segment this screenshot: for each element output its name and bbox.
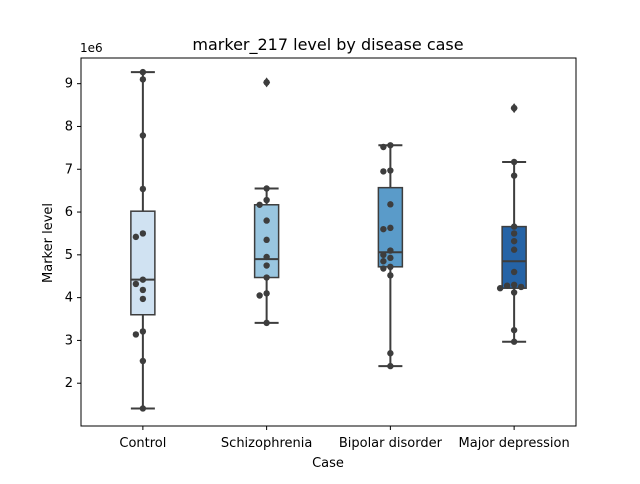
- swarm-point: [387, 263, 394, 271]
- y-tick-label: 3: [65, 333, 73, 348]
- swarm-point: [139, 276, 147, 283]
- swarm-point: [387, 167, 394, 174]
- swarm-point: [510, 338, 518, 345]
- swarm-point: [380, 225, 387, 233]
- swarm-point: [380, 265, 387, 272]
- swarm-point: [380, 143, 387, 151]
- swarm-point: [510, 237, 518, 245]
- swarm-point: [139, 328, 147, 335]
- swarm-point: [263, 319, 270, 327]
- swarm-point: [263, 185, 270, 192]
- box-group-3: [501, 103, 527, 343]
- y-tick-label: 9: [65, 77, 73, 92]
- y-tick-label: 7: [65, 162, 73, 177]
- y-tick-label: 5: [65, 248, 73, 263]
- swarm-point: [380, 258, 387, 265]
- swarm-point: [380, 168, 387, 175]
- y-tick-label: 8: [65, 119, 73, 134]
- swarm-point: [503, 282, 511, 289]
- swarm-point: [139, 295, 147, 303]
- swarm-point: [139, 185, 147, 193]
- chart-title: marker_217 level by disease case: [192, 35, 463, 55]
- swarm-point: [263, 196, 270, 204]
- swarm-point: [139, 68, 147, 76]
- y-tick-label: 4: [65, 291, 73, 306]
- plot-frame: [80, 57, 577, 427]
- swarm-point: [256, 292, 263, 299]
- swarm-point: [256, 201, 263, 208]
- swarm-point: [263, 253, 270, 261]
- swarm-point: [263, 217, 270, 224]
- swarm-point: [139, 230, 147, 237]
- swarm-point: [263, 262, 270, 269]
- plot-layer: 2 3 4 5 6 7 8 9 Control Schizophrenia Bipolar diso…: [65, 68, 570, 451]
- swarm-point: [510, 230, 518, 237]
- swarm-point: [496, 285, 504, 292]
- swarm-point: [132, 280, 140, 288]
- x-axis-label: Case: [312, 456, 344, 471]
- swarm-point: [139, 132, 147, 139]
- swarm-point: [139, 405, 147, 412]
- swarm-point: [380, 251, 387, 259]
- swarm-point: [387, 362, 394, 370]
- x-tick-label: Control: [119, 436, 166, 451]
- swarm-point: [510, 281, 518, 288]
- swarm-point: [387, 350, 394, 357]
- swarm-point: [139, 286, 147, 294]
- swarm-point: [132, 331, 140, 338]
- swarm-point: [510, 223, 518, 230]
- swarm-point: [263, 290, 270, 297]
- swarm-point: [510, 289, 518, 296]
- swarm-point: [263, 236, 270, 244]
- swarm-point: [510, 104, 518, 112]
- y-axis-label: Marker level: [41, 203, 56, 283]
- x-tick-label: Major depression: [459, 436, 570, 451]
- swarm-point: [517, 283, 525, 291]
- swarm-point: [387, 201, 394, 208]
- swarm-point: [387, 272, 394, 279]
- swarm-point: [387, 142, 394, 149]
- swarm-point: [132, 233, 140, 241]
- swarm-point: [510, 268, 518, 276]
- y-tick-label: 6: [65, 205, 73, 220]
- swarm-point: [263, 274, 270, 281]
- swarm-point: [139, 76, 147, 83]
- swarm-point: [510, 246, 518, 253]
- y-scale-label: 1e6: [80, 41, 103, 55]
- x-tick-label: Schizophrenia: [221, 436, 312, 451]
- swarm-point: [263, 79, 270, 86]
- y-tick-label: 2: [65, 376, 73, 391]
- swarm-point: [510, 326, 518, 334]
- swarm-point: [387, 254, 394, 262]
- swarm-point: [510, 158, 518, 166]
- swarm-point: [510, 172, 518, 179]
- swarm-point: [139, 357, 147, 365]
- swarm-point: [387, 224, 394, 232]
- x-tick-label: Bipolar disorder: [339, 436, 443, 451]
- swarm-point: [387, 247, 394, 254]
